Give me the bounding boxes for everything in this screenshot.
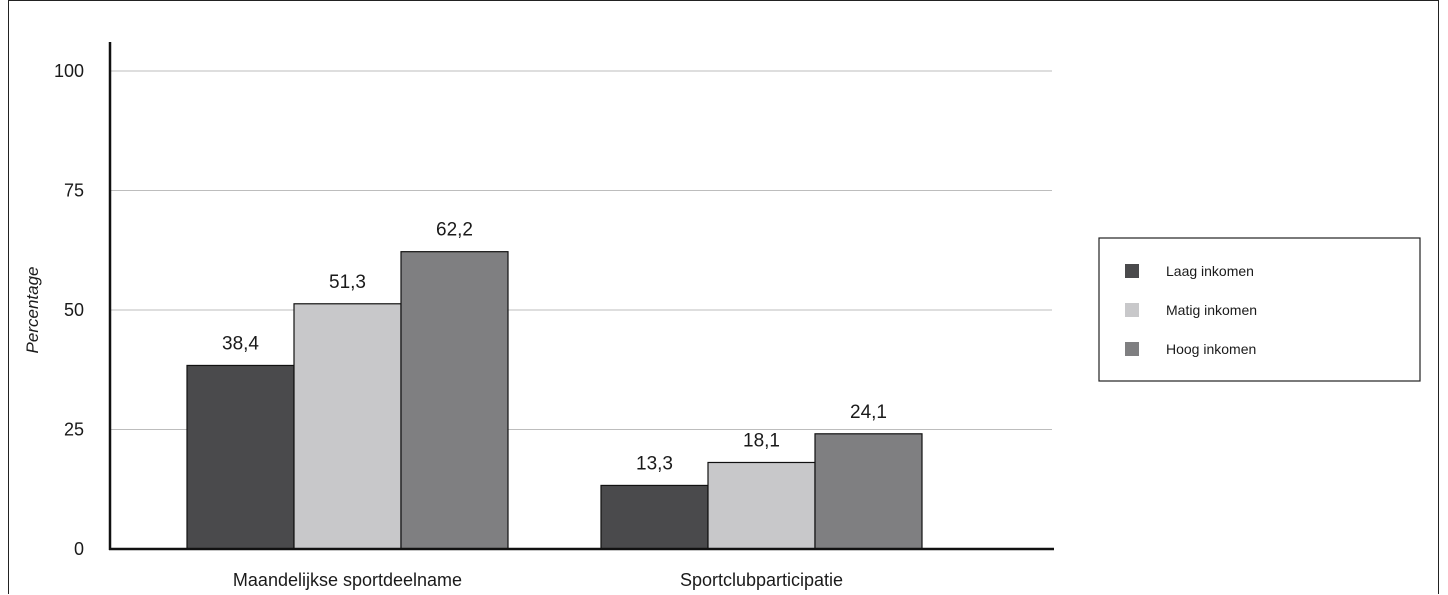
data-label: 62,2 — [436, 220, 473, 241]
y-axis-title: Percentage — [23, 267, 42, 354]
data-label: 18,1 — [743, 430, 780, 451]
y-tick-label: 50 — [64, 300, 84, 320]
data-label: 51,3 — [329, 272, 366, 293]
data-label: 13,3 — [636, 453, 673, 474]
legend: Laag inkomen Matig inkomen Hoog inkomen — [1098, 237, 1421, 382]
x-category-label: Maandelijkse sportdeelname — [233, 570, 462, 590]
labels: 0 25 50 75 100 Percentage 38,4 51,3 62,2 Maandeli… — [23, 61, 887, 590]
legend-swatch — [1125, 342, 1139, 356]
bar-2-1 — [293, 303, 402, 550]
legend-label: Laag inkomen — [1166, 263, 1254, 279]
y-tick-label: 75 — [64, 181, 84, 201]
legend-box — [1098, 237, 1421, 382]
bar-3-2 — [814, 433, 923, 550]
bar-1-1 — [186, 364, 295, 550]
y-tick-label: 0 — [74, 539, 84, 559]
bar-1-2 — [600, 484, 709, 550]
x-category-label: Sportclubparticipatie — [680, 570, 843, 590]
y-tick-label: 100 — [54, 61, 84, 81]
data-label: 24,1 — [850, 402, 887, 423]
bar-3-1 — [400, 251, 509, 550]
legend-label: Matig inkomen — [1166, 302, 1257, 318]
data-label: 38,4 — [222, 333, 259, 354]
legend-swatch — [1125, 303, 1139, 317]
bars — [186, 251, 923, 550]
y-tick-label: 25 — [64, 420, 84, 440]
legend-swatch — [1125, 264, 1139, 278]
legend-label: Hoog inkomen — [1166, 341, 1256, 357]
bar-2-2 — [707, 461, 816, 550]
axes — [108, 42, 1054, 551]
